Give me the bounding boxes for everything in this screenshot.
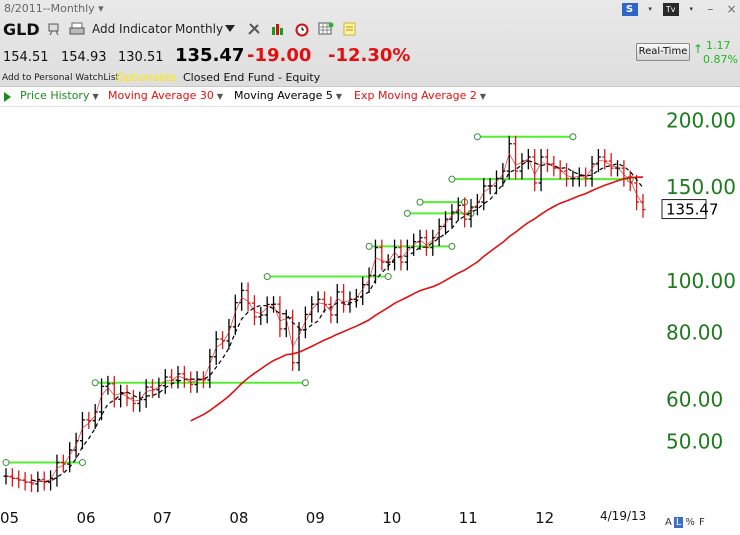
grid-layout-icon[interactable] — [318, 21, 334, 37]
minimize-icon[interactable]: – — [707, 2, 714, 16]
trendline-handle — [448, 175, 456, 183]
last-price-box — [661, 199, 707, 220]
net-change: -19.00 — [247, 45, 312, 66]
x-tick-label: 12 — [535, 509, 554, 527]
period-selector[interactable]: Monthly — [175, 22, 224, 36]
ticker-symbol[interactable]: GLD — [3, 20, 40, 39]
symbol-link-button[interactable]: S — [621, 3, 638, 16]
legend-price-history[interactable]: Price History ▼ — [20, 89, 99, 102]
legend-moving-average-30[interactable]: Moving Average 30 ▼ — [108, 89, 223, 102]
trendline-handle — [78, 459, 86, 467]
tv-button[interactable]: Tv — [662, 3, 679, 16]
chevron-down-icon[interactable]: ▼ — [479, 92, 486, 101]
last-price: 135.47 — [175, 45, 245, 66]
scale-fit-button[interactable]: F — [698, 517, 705, 528]
optionable-label: Optionable — [116, 71, 177, 84]
exp-moving-average-2-line — [5, 152, 644, 484]
tools-icon[interactable] — [246, 21, 262, 37]
legend-label: Moving Average 30 — [108, 89, 214, 102]
up-arrow-icon: ↑ — [693, 42, 704, 56]
moving-average-30-line — [190, 176, 644, 422]
alarm-clock-icon[interactable] — [294, 21, 310, 37]
drawing-tools-icon[interactable] — [47, 21, 63, 37]
high-price: 154.93 — [61, 50, 107, 65]
percent-change: -12.30% — [328, 45, 411, 66]
y-tick-label: 60.00 — [666, 387, 723, 411]
moving-average-5-line — [31, 159, 644, 483]
chart-header: 8/2011--Monthly ▾ GLD Add Indicator Mont… — [0, 0, 740, 87]
indicator-legend: Price History ▼ Moving Average 30 ▼ Moving… — [0, 87, 740, 107]
scale-controls: A L% F — [663, 517, 707, 528]
scale-percent-button[interactable]: % — [685, 517, 695, 528]
legend-exp-moving-average-2[interactable]: Exp Moving Average 2 ▼ — [354, 89, 486, 102]
trendline-handle — [263, 273, 271, 281]
print-icon[interactable] — [69, 21, 85, 37]
date-range-selector[interactable]: 8/2011--Monthly ▾ — [4, 2, 104, 15]
chevron-down-icon[interactable]: ▼ — [335, 92, 343, 101]
legend-label: Moving Average 5 — [234, 89, 333, 102]
symbol-link-dropdown-icon[interactable]: ▾ — [648, 5, 652, 13]
y-tick-label: 100.00 — [666, 269, 736, 293]
close-icon[interactable]: × — [726, 2, 737, 16]
trendline-handle — [473, 133, 481, 141]
legend-label: Price History — [20, 89, 90, 102]
scale-arithmetic-button[interactable]: A — [665, 517, 672, 528]
x-tick-label: 05 — [0, 509, 19, 527]
add-to-watchlist-link[interactable]: Add to Personal WatchList — [2, 73, 120, 83]
period-dropdown-icon[interactable] — [225, 25, 235, 33]
tv-dropdown-icon[interactable]: ▾ — [689, 5, 694, 13]
legend-label: Exp Moving Average 2 — [354, 89, 477, 102]
y-tick-label: 80.00 — [666, 321, 723, 345]
trendline-handle — [384, 273, 392, 281]
x-tick-label: 10 — [382, 509, 401, 527]
realtime-percent: 0.87% — [703, 53, 738, 66]
fund-type-label: Closed End Fund - Equity — [183, 71, 321, 84]
trendline-handle — [2, 459, 10, 467]
low-price: 130.51 — [118, 50, 164, 65]
realtime-change: 1.17 — [706, 39, 731, 52]
trendline-handle — [569, 133, 577, 141]
open-price: 154.51 — [3, 50, 49, 65]
trendline-handle — [91, 379, 99, 387]
x-tick-label: 4/19/13 — [600, 509, 646, 523]
y-tick-label: 150.00 — [666, 175, 736, 199]
trendline-handle — [448, 242, 456, 250]
notes-icon[interactable] — [342, 21, 358, 37]
x-tick-label: 07 — [153, 509, 172, 527]
x-tick-label: 08 — [229, 509, 248, 527]
chart-style-icon[interactable] — [270, 21, 286, 37]
trendline-handle — [403, 209, 411, 217]
add-indicator-button[interactable]: Add Indicator — [92, 22, 173, 36]
window-controls: S ▾ Tv ▾ – × — [619, 3, 738, 22]
legend-expand-icon[interactable] — [3, 92, 13, 102]
legend-moving-average-5[interactable]: Moving Average 5 ▼ — [234, 89, 342, 102]
real-time-button[interactable]: Real-Time — [636, 43, 690, 61]
x-tick-label: 06 — [76, 509, 95, 527]
last-price-label: 135.47 — [666, 201, 719, 219]
chevron-down-icon[interactable]: ▼ — [92, 92, 99, 101]
x-tick-label: 11 — [459, 509, 478, 527]
trendline-handle — [365, 242, 373, 250]
y-tick-label: 50.00 — [666, 430, 723, 454]
trendline-handle — [416, 198, 424, 206]
x-tick-label: 09 — [306, 509, 325, 527]
trendline-handle — [301, 379, 309, 387]
y-tick-label: 200.00 — [666, 108, 736, 132]
chevron-down-icon[interactable]: ▼ — [216, 92, 224, 101]
scale-log-button[interactable]: L — [673, 517, 684, 528]
